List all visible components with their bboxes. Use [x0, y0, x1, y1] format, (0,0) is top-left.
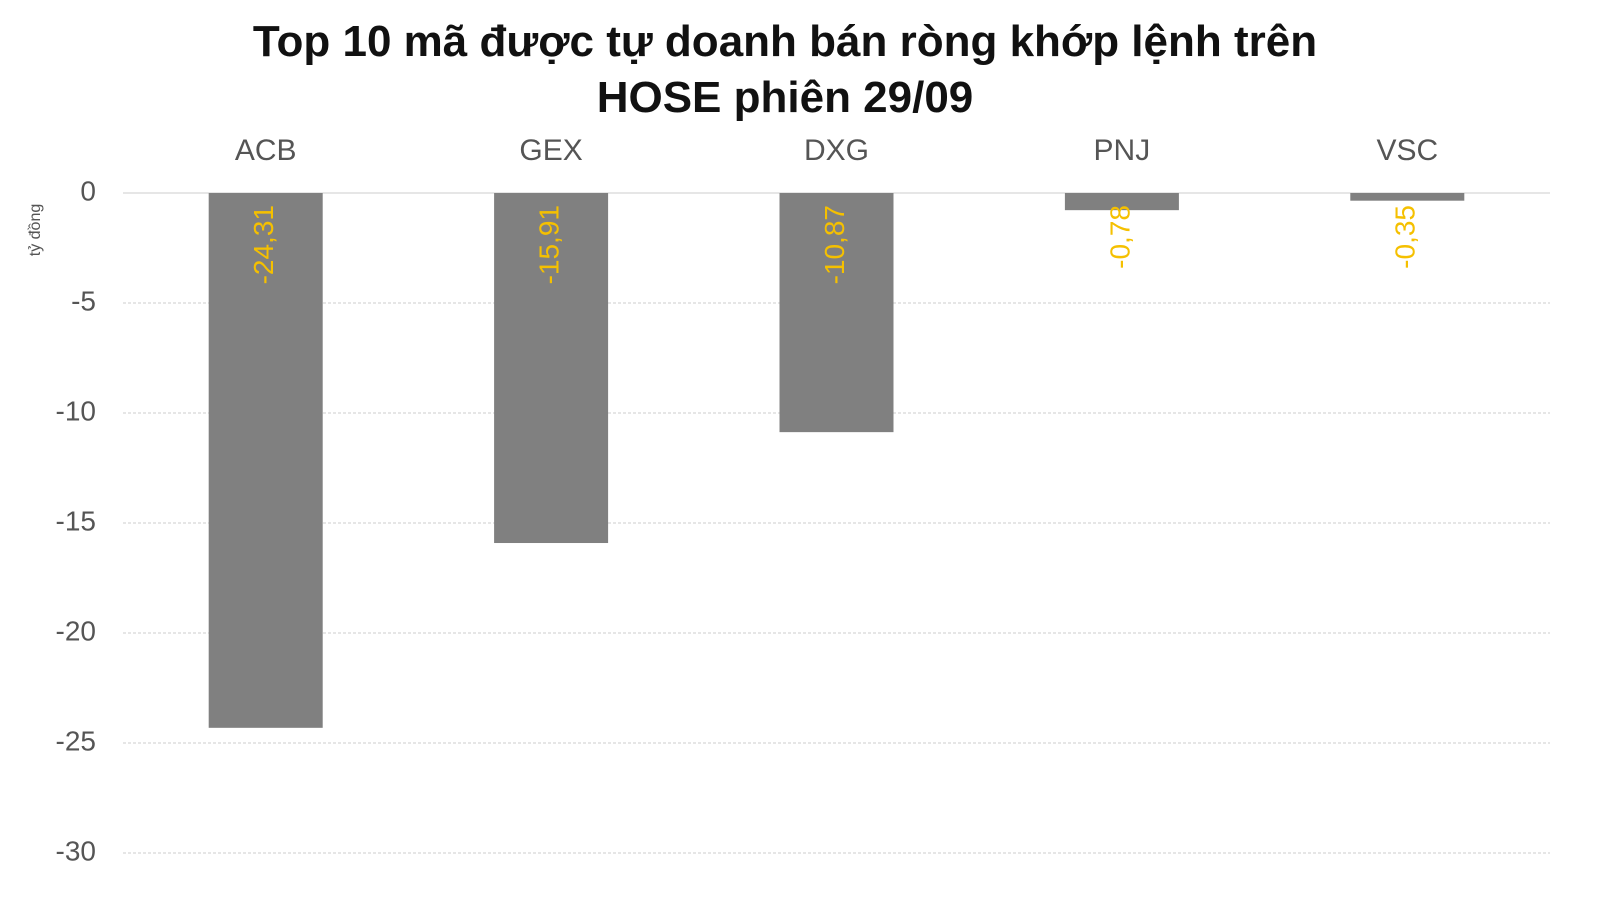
y-axis-label: tỷ đồng: [27, 204, 44, 256]
value-label: -15,91: [533, 205, 564, 284]
chart-title: Top 10 mã được tự doanh bán ròng khớp lệ…: [252, 17, 1318, 122]
y-tick-label: 0: [80, 175, 96, 206]
x-tick-label: VSC: [1376, 134, 1438, 167]
y-tick-label: -20: [56, 615, 96, 646]
value-label: -10,87: [819, 205, 850, 284]
bar: [208, 193, 323, 728]
y-tick-label: -5: [71, 285, 96, 316]
x-tick-label: DXG: [804, 134, 869, 167]
x-tick-label: GEX: [519, 134, 582, 167]
y-tick-label: -10: [56, 395, 96, 426]
value-label: -0,78: [1104, 205, 1135, 269]
y-tick-label: -25: [56, 725, 96, 756]
bar: [1350, 193, 1465, 201]
y-tick-label: -30: [56, 835, 96, 866]
value-label: -24,31: [248, 205, 279, 284]
x-tick-label: PNJ: [1094, 134, 1151, 167]
bar: [494, 193, 609, 544]
x-tick-label: ACB: [235, 134, 297, 167]
bar: [779, 193, 894, 433]
y-tick-label: -15: [56, 505, 96, 536]
value-label: -0,35: [1390, 205, 1421, 269]
bar: [1064, 193, 1179, 211]
